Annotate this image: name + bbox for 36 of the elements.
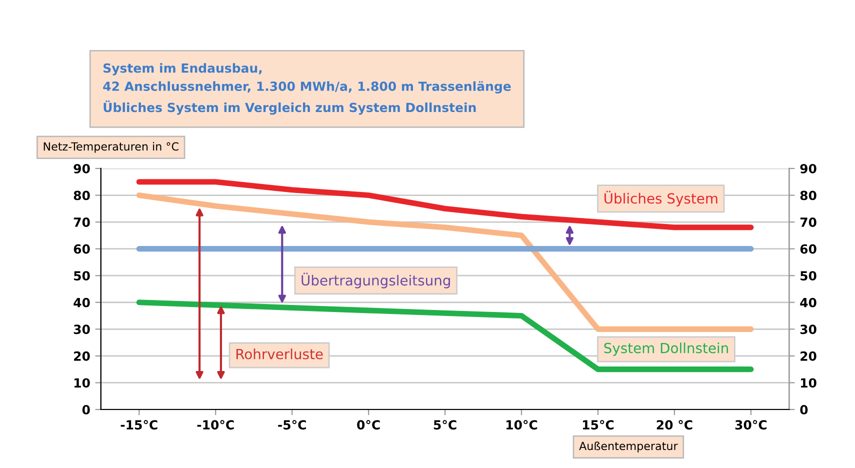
y-tick-label: 60: [74, 244, 90, 254]
x-tick-label: 5°C: [434, 420, 456, 430]
y2-tick-label: 90: [800, 164, 816, 174]
annotation: Rohrverluste: [236, 348, 323, 360]
y2-tick-label: 10: [800, 378, 816, 388]
y2-tick-label: 50: [800, 271, 816, 281]
y2-tick-label: 40: [800, 298, 816, 308]
y-tick-label: 10: [74, 378, 90, 388]
x-tick-label: 0°C: [357, 420, 380, 430]
annotation: Übliches System: [604, 190, 718, 206]
x-tick-label: 15°C: [582, 420, 614, 430]
x-tick-label: 20 °C: [656, 420, 692, 430]
annotation: System Dollnstein: [604, 342, 728, 356]
y2-tick-label: 70: [800, 218, 816, 227]
y-tick-label: 50: [74, 271, 90, 281]
y-tick-label: 40: [74, 298, 90, 308]
x-tick-label: 30°C: [735, 420, 767, 430]
y2-tick-label: 80: [800, 190, 816, 200]
chart-title: System im Endausbau, 42 Anschlussnehmer, 1.300 MWh/a, 1.800 m Trassenlänge Übliches System im Vergleich zum System Dollnstein: [103, 63, 511, 115]
y-tick-label: 0: [82, 404, 90, 414]
x-tick-label: -15°C: [120, 420, 158, 430]
x-tick-label: 10°C: [506, 420, 538, 430]
y-axis-title: Netz-Temperaturen in °C: [44, 142, 178, 153]
y-tick-label: 90: [74, 164, 90, 174]
y2-tick-label: 0: [800, 404, 808, 414]
y2-tick-label: 60: [800, 244, 816, 254]
x-axis-title: Außentemperatur: [579, 442, 678, 452]
x-tick-label: -5°C: [278, 420, 306, 430]
y2-tick-label: 30: [800, 324, 816, 334]
y-tick-label: 70: [74, 218, 90, 227]
y-tick-label: 80: [74, 190, 90, 200]
y2-tick-label: 20: [800, 351, 816, 361]
x-tick-label: -10°C: [197, 420, 234, 430]
y-tick-label: 20: [74, 351, 90, 361]
annotation: Übertragungsleitsung: [302, 272, 450, 288]
y-tick-label: 30: [74, 324, 90, 334]
